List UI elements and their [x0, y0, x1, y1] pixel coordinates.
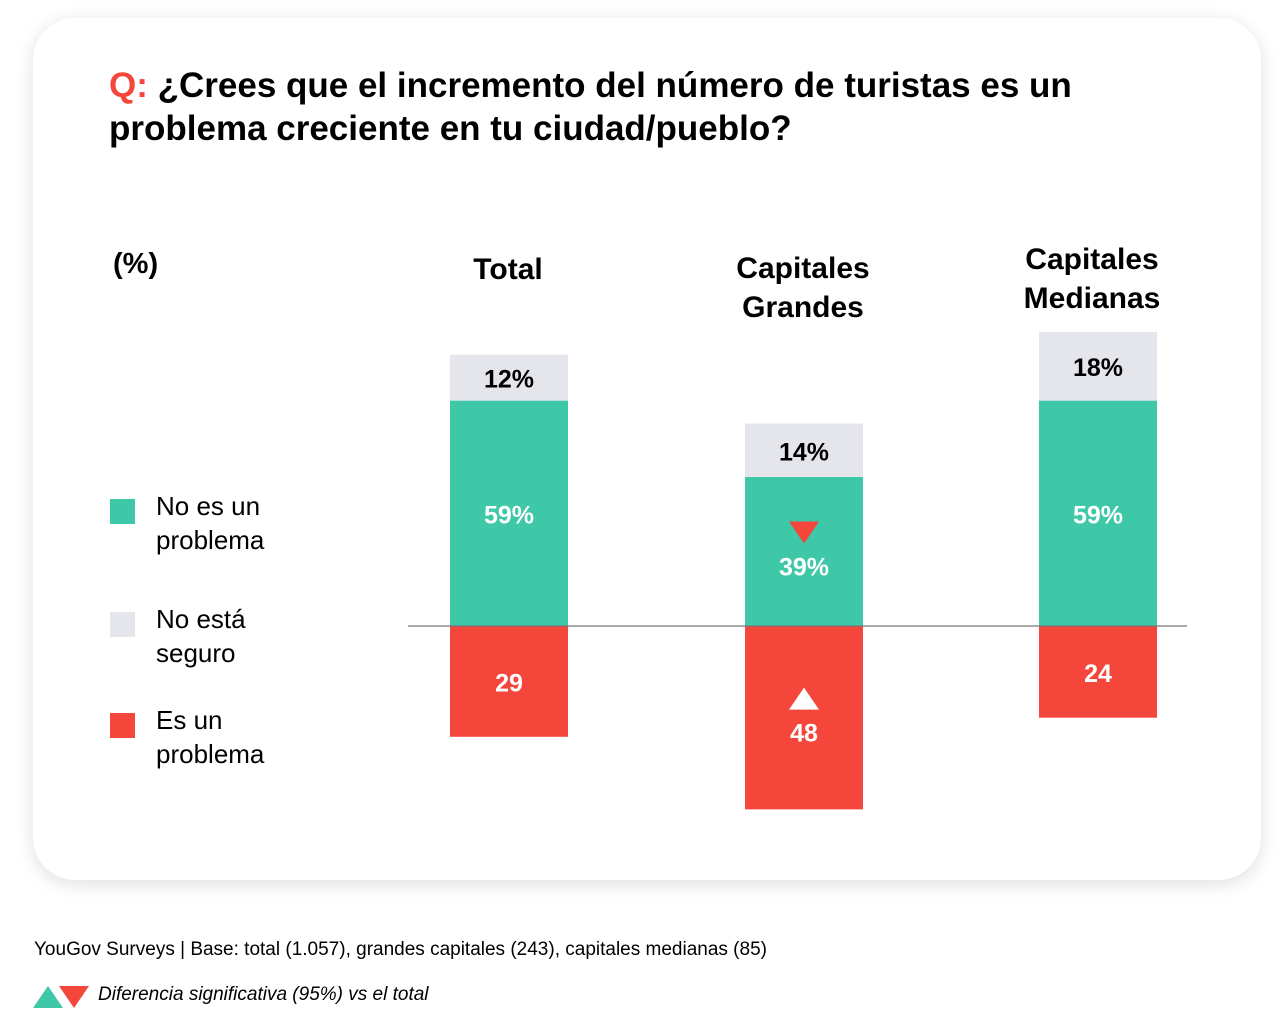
- bar-segment-es-un-problema: [1039, 626, 1157, 718]
- legend-label: No está seguro: [156, 604, 246, 668]
- data-label: 59%: [484, 501, 534, 529]
- bar-segment-no-es-un-problema: [450, 400, 568, 626]
- bar-segment-no-est-seguro: [1039, 331, 1157, 401]
- significance-down-icon: [59, 986, 89, 1008]
- category-label-line: Medianas: [1023, 282, 1161, 315]
- question-prefix: Q:: [109, 66, 148, 105]
- category-label-capitales-grandes: Capitales Grandes: [683, 249, 923, 327]
- category-label-line: Total: [473, 253, 543, 286]
- data-label: 14%: [779, 438, 829, 466]
- legend-label: Es un problema: [156, 705, 265, 769]
- data-label: 18%: [1073, 354, 1123, 382]
- unit-label: (%): [113, 248, 159, 280]
- legend-swatch: [110, 499, 135, 524]
- chart-title: Q: ¿Crees que el incremento del número d…: [109, 64, 1189, 150]
- significance-down-icon: [789, 521, 819, 544]
- category-label-total: Total: [388, 250, 628, 289]
- bar-segment-es-un-problema: [745, 626, 863, 810]
- bar-segment-no-es-un-problema: [745, 477, 863, 626]
- category-label-line: Capitales: [736, 252, 870, 285]
- significance-up-icon: [33, 986, 63, 1008]
- source-note: YouGov Surveys | Base: total (1.057), gr…: [34, 939, 767, 960]
- legend-label: No es un problema: [156, 491, 265, 555]
- bar-segment-no-est-seguro: [745, 423, 863, 478]
- data-label: 12%: [484, 366, 534, 394]
- category-label-capitales-medianas: Capitales Medianas: [972, 240, 1212, 318]
- category-label-line: Capitales: [1025, 243, 1159, 276]
- data-label: 59%: [1073, 501, 1123, 529]
- bar-segment-no-es-un-problema: [1039, 400, 1157, 626]
- legend-swatch: [110, 713, 135, 738]
- bar-segment-es-un-problema: [450, 626, 568, 737]
- data-label: 24: [1084, 660, 1112, 688]
- bar-segment-no-est-seguro: [450, 354, 568, 401]
- significance-note: Diferencia significativa (95%) vs el tot…: [98, 984, 429, 1005]
- data-label: 39%: [779, 554, 829, 582]
- significance-up-icon: [789, 687, 819, 710]
- data-label: 48: [790, 720, 818, 748]
- data-label: 29: [495, 669, 523, 697]
- category-label-line: Grandes: [742, 291, 864, 324]
- legend-swatch: [110, 612, 135, 637]
- question-text: ¿Crees que el incremento del número de t…: [109, 66, 1072, 148]
